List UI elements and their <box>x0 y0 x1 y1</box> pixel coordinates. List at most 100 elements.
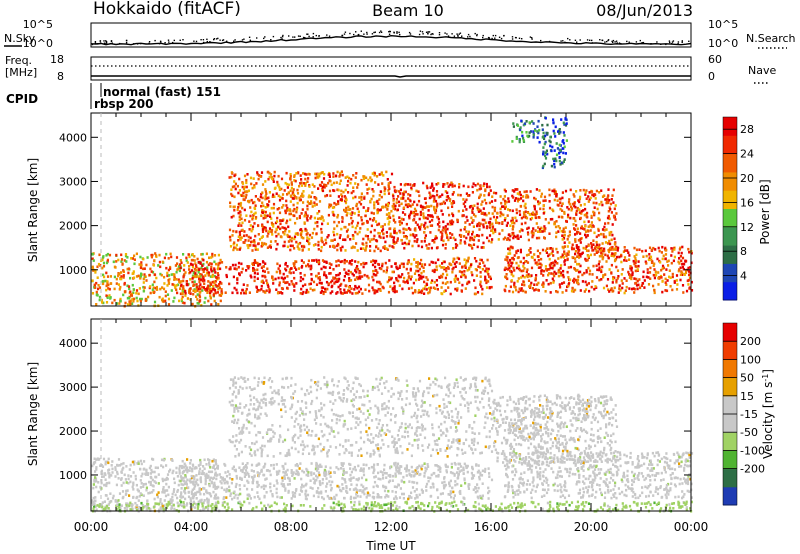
cell-power <box>314 172 317 176</box>
cell-power <box>363 195 366 199</box>
cell-power <box>615 280 618 284</box>
cell-velocity <box>241 462 244 465</box>
cell-power <box>210 269 213 273</box>
cell-power <box>246 284 249 287</box>
cell-power <box>275 234 278 238</box>
cell-power <box>165 266 168 270</box>
cell-power <box>545 149 548 153</box>
cell-power <box>295 208 298 211</box>
cell-power <box>306 200 309 204</box>
cell-power <box>375 239 378 242</box>
cell-power <box>395 278 398 282</box>
cell-velocity <box>163 499 166 502</box>
cell-power <box>474 214 477 218</box>
cell-power <box>630 275 633 278</box>
cell-power <box>521 130 524 134</box>
cell-power <box>607 288 610 291</box>
cell-power <box>677 251 680 255</box>
cell-power <box>332 230 335 234</box>
noise-search-dot <box>614 41 616 43</box>
cell-power <box>207 263 210 267</box>
cell-power <box>525 190 528 193</box>
cell-power <box>414 221 417 224</box>
cell-power <box>542 212 545 215</box>
cell-power <box>126 267 129 271</box>
cell-power <box>149 267 152 271</box>
cell-power <box>287 235 290 238</box>
cell-power <box>598 268 601 272</box>
cell-velocity <box>151 490 154 494</box>
cell-power <box>373 173 376 177</box>
noise-search-dot <box>665 43 667 46</box>
cell-power <box>267 203 270 207</box>
cell-power <box>614 247 617 251</box>
noise-search-dot <box>308 35 310 38</box>
cell-power <box>540 229 543 233</box>
cell-power <box>484 221 487 225</box>
cell-power <box>544 134 547 138</box>
cell-power <box>311 191 314 194</box>
cell-power <box>206 268 209 272</box>
cell-power <box>557 271 560 274</box>
cell-power <box>643 286 646 289</box>
cell-power <box>393 290 396 294</box>
cell-velocity <box>145 507 148 511</box>
cell-power <box>511 209 514 213</box>
cell-power <box>588 289 591 293</box>
cell-power <box>390 265 393 268</box>
cell-power <box>527 238 530 242</box>
cell-power <box>449 236 452 239</box>
cell-power <box>503 288 506 292</box>
cell-power <box>409 233 412 237</box>
cell-power <box>584 288 588 291</box>
cell-power <box>378 281 381 284</box>
cell-power <box>346 184 349 187</box>
cell-power <box>317 248 320 251</box>
cell-power <box>132 276 136 280</box>
cell-power <box>340 292 343 295</box>
cell-power <box>302 201 305 204</box>
cell-power <box>532 133 535 137</box>
cell-power <box>586 234 589 237</box>
cell-velocity <box>107 469 110 472</box>
cell-power <box>537 216 540 219</box>
cell-power <box>461 283 464 287</box>
cell-power <box>296 171 300 175</box>
cell-power <box>182 268 186 272</box>
cell-power <box>405 228 408 231</box>
cell-power <box>258 174 261 177</box>
cell-velocity <box>246 462 249 465</box>
cell-power <box>262 261 265 264</box>
cell-power <box>94 271 97 274</box>
cell-velocity <box>124 478 127 481</box>
noise-search-dot <box>118 42 121 45</box>
noise-search-dot <box>282 34 284 37</box>
cell-power <box>209 294 212 298</box>
noise-search-dot <box>219 39 221 41</box>
noise-search-dot <box>511 36 514 38</box>
cell-power <box>668 275 671 279</box>
cell-power <box>463 235 466 238</box>
noise-search-dot <box>576 41 578 43</box>
cell-power <box>369 249 372 252</box>
cell-power <box>350 191 353 195</box>
cell-power <box>431 239 434 242</box>
cell-power <box>423 263 427 266</box>
cell-power <box>311 288 314 292</box>
noise-search-dot <box>234 39 236 41</box>
cell-power <box>324 266 327 269</box>
cell-velocity <box>355 491 358 494</box>
cell-power <box>108 253 112 257</box>
cell-power <box>534 288 537 291</box>
cell-power <box>553 165 556 169</box>
cell-power <box>250 210 253 214</box>
cell-power <box>263 227 266 231</box>
cell-power <box>527 233 530 236</box>
cell-power <box>245 193 248 197</box>
cell-velocity <box>186 470 189 474</box>
cell-power <box>623 256 627 259</box>
cell-power <box>484 189 487 193</box>
cell-power <box>118 302 121 305</box>
cell-power <box>487 267 490 271</box>
